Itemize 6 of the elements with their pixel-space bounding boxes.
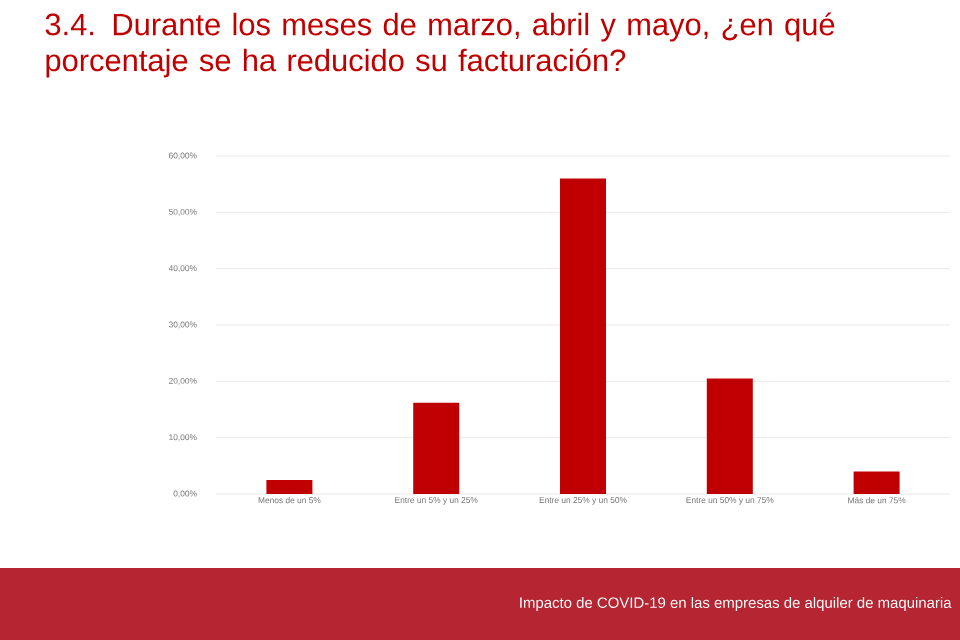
bar [413,402,460,494]
bar [853,471,900,494]
chart-title: 3.4. Durante los meses de marzo, abril y mayo, ¿en qué porcentaje se ha reducido su facturación? [45,12,835,78]
bar [560,178,607,494]
bar [706,378,753,494]
bar [266,479,313,494]
